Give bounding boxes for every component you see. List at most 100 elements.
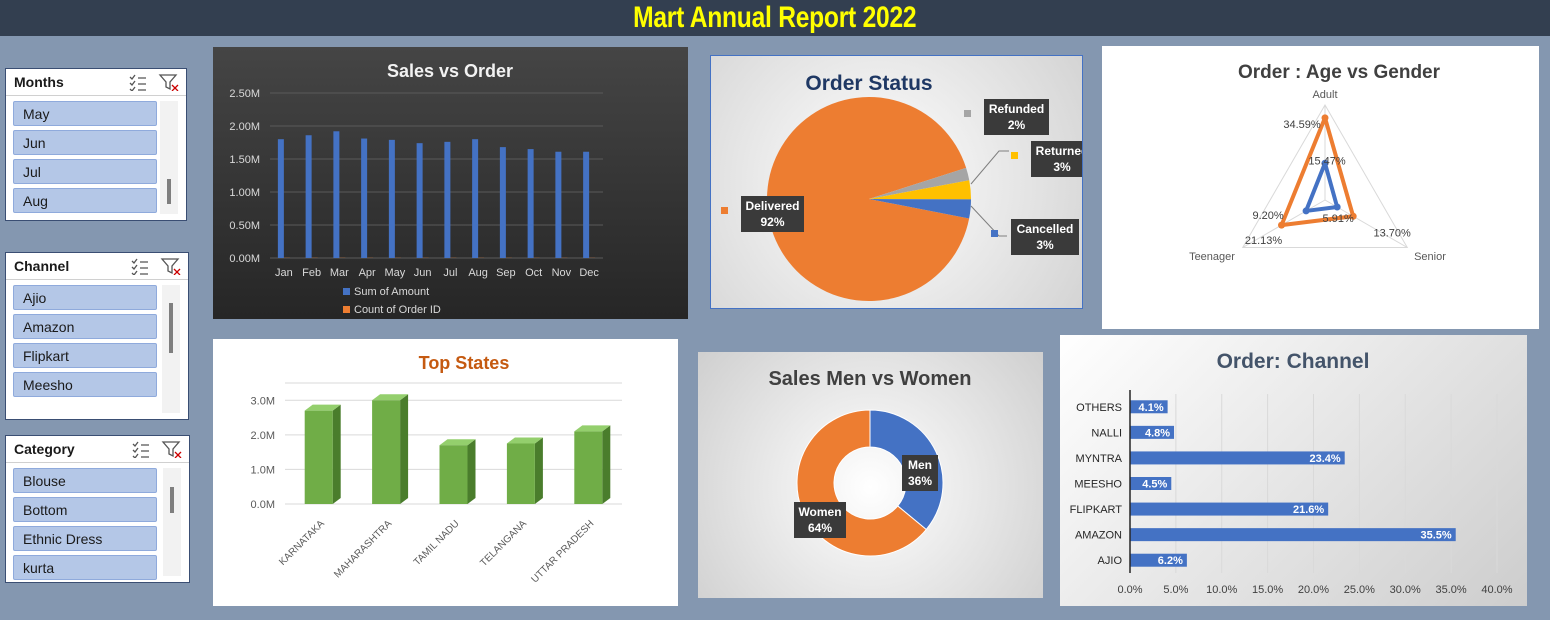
y-tick-label: 2.00M bbox=[229, 121, 260, 133]
chart-panel: Top States 0.0M 1.0M 2.0M 3.0M KARNATAKA MAHAR… bbox=[213, 339, 678, 606]
bar bbox=[583, 151, 590, 258]
x-tick-label: 20.0% bbox=[1298, 584, 1329, 596]
report-title: Mart Annual Report 2022 bbox=[633, 1, 917, 34]
bar-top bbox=[304, 404, 341, 411]
scroll-thumb[interactable] bbox=[169, 303, 173, 353]
x-tick-label: Mar bbox=[330, 267, 349, 279]
chart-panel: Sales vs Order 0.00M 0.50M 1.00M 1.50M 2.00M 2… bbox=[213, 47, 688, 319]
label-box bbox=[794, 502, 846, 538]
x-tick-label: Dec bbox=[579, 267, 599, 279]
x-tick-label: 5.0% bbox=[1163, 584, 1188, 596]
legend-swatch bbox=[991, 230, 998, 237]
scrollbar[interactable] bbox=[160, 101, 178, 214]
radar-point bbox=[1302, 207, 1310, 215]
x-tick-label: KARNATAKA bbox=[277, 518, 327, 568]
radar-point bbox=[1321, 114, 1329, 122]
slicer-item[interactable]: Flipkart bbox=[13, 343, 157, 368]
y-tick-label: MEESHO bbox=[1074, 479, 1122, 491]
slicer-item[interactable]: Jun bbox=[13, 130, 157, 155]
data-label: 4.1% bbox=[1139, 402, 1164, 414]
x-tick-label: 40.0% bbox=[1481, 584, 1512, 596]
slicer-item[interactable]: Blouse bbox=[13, 468, 157, 493]
label-box bbox=[1031, 141, 1082, 177]
slicer-icons[interactable] bbox=[131, 440, 183, 458]
category-label: Adult bbox=[1312, 89, 1337, 101]
chart-title: Order Status bbox=[805, 72, 932, 95]
scroll-thumb[interactable] bbox=[170, 487, 174, 513]
scrollbar[interactable] bbox=[163, 468, 181, 576]
y-tick-label: 1.00M bbox=[229, 187, 260, 199]
slice bbox=[869, 180, 971, 200]
bar bbox=[444, 141, 451, 258]
y-tick-label: MYNTRA bbox=[1076, 453, 1123, 465]
chart: Order: Channel 0.0% 5.0% 10.0% 15.0% 20.0% 25.… bbox=[1070, 350, 1513, 596]
leader-line bbox=[970, 205, 1007, 237]
legend-swatch bbox=[964, 110, 971, 117]
slicer-item[interactable]: May bbox=[13, 101, 157, 126]
bar bbox=[333, 131, 340, 258]
bar-side bbox=[467, 439, 476, 504]
data-label: 4.5% bbox=[1142, 479, 1167, 491]
bar bbox=[472, 139, 479, 258]
data-label: 21.6% bbox=[1293, 504, 1324, 516]
data-label: 21.13% bbox=[1245, 235, 1283, 247]
bar bbox=[1130, 425, 1175, 439]
radar-point bbox=[1349, 212, 1357, 220]
y-tick-label: 0.50M bbox=[229, 220, 260, 232]
label-category: Women bbox=[798, 505, 841, 519]
chart-title: Sales Men vs Women bbox=[768, 368, 971, 390]
x-tick-label: Oct bbox=[525, 267, 542, 279]
label-value: 2% bbox=[1008, 118, 1026, 132]
legend-swatch bbox=[721, 207, 728, 214]
bar bbox=[361, 138, 368, 258]
chart-panel: Order: Channel 0.0% 5.0% 10.0% 15.0% 20.0% 25.… bbox=[1060, 335, 1527, 606]
label-value: 64% bbox=[808, 521, 832, 535]
label-category: Refunded bbox=[989, 102, 1044, 116]
chart: Sales vs Order 0.00M 0.50M 1.00M 1.50M 2.00M 2… bbox=[229, 61, 603, 316]
slicer-item[interactable]: kurta bbox=[13, 555, 157, 580]
y-tick-label: 0.00M bbox=[229, 253, 260, 265]
bar-top bbox=[439, 439, 476, 446]
x-tick-label: Jan bbox=[275, 267, 293, 279]
radar-line bbox=[1304, 161, 1340, 213]
bar bbox=[439, 445, 468, 504]
x-tick-label: 15.0% bbox=[1252, 584, 1283, 596]
x-tick-label: Feb bbox=[302, 267, 321, 279]
label-value: 3% bbox=[1053, 160, 1071, 174]
scrollbar[interactable] bbox=[162, 285, 180, 413]
slicer-item[interactable]: Aug bbox=[13, 188, 157, 213]
bar bbox=[527, 149, 534, 258]
bar-top bbox=[506, 437, 543, 444]
slicer-icons[interactable] bbox=[128, 73, 180, 91]
slicer-item[interactable]: Jul bbox=[13, 159, 157, 184]
data-label: 6.2% bbox=[1158, 555, 1183, 567]
slicer-items: May Jun Jul Aug bbox=[13, 101, 157, 217]
label-value: 36% bbox=[908, 474, 932, 488]
x-tick-label: UTTAR PRADESH bbox=[529, 518, 596, 585]
chart-title: Top States bbox=[419, 353, 510, 373]
bar-side bbox=[332, 404, 341, 504]
label-category: Returned bbox=[1036, 144, 1083, 158]
bar-top bbox=[574, 425, 611, 432]
label-category: Delivered bbox=[745, 199, 799, 213]
scroll-thumb[interactable] bbox=[167, 179, 171, 204]
data-label: 4.8% bbox=[1145, 427, 1170, 439]
slicer: Months May Jun Jul Aug bbox=[5, 68, 187, 221]
legend-swatch bbox=[343, 306, 350, 313]
slicer-item[interactable]: Amazon bbox=[13, 314, 157, 339]
data-label: 9.20% bbox=[1252, 210, 1283, 222]
slicer-items: Blouse Bottom Ethnic Dress kurta bbox=[13, 468, 157, 584]
bar bbox=[574, 431, 603, 504]
slicer-header: Months bbox=[6, 69, 186, 96]
bar bbox=[1130, 528, 1456, 542]
x-tick-label: 35.0% bbox=[1436, 584, 1467, 596]
slicer-item[interactable]: Ethnic Dress bbox=[13, 526, 157, 551]
slicer-item[interactable]: Ajio bbox=[13, 285, 157, 310]
slicer-item[interactable]: Bottom bbox=[13, 497, 157, 522]
x-tick-label: Jun bbox=[414, 267, 432, 279]
slicer-icons[interactable] bbox=[130, 257, 182, 275]
bar bbox=[388, 139, 395, 258]
slicer-item[interactable]: Meesho bbox=[13, 372, 157, 397]
legend-label: Sum of Amount bbox=[354, 286, 429, 298]
chart-title: Order: Channel bbox=[1217, 350, 1370, 373]
